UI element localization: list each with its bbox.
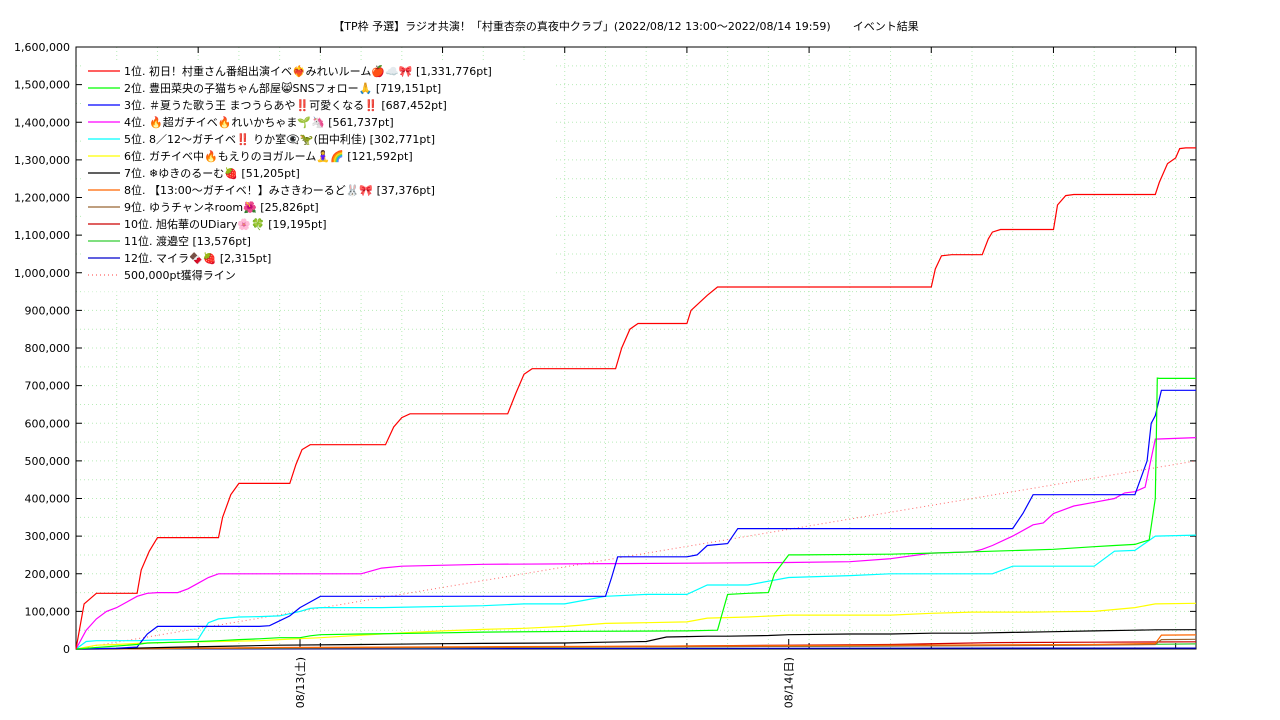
- y-tick-label: 0: [63, 643, 70, 656]
- y-tick-label: 1,400,000: [14, 116, 70, 129]
- y-tick-label: 800,000: [25, 342, 71, 355]
- y-tick-label: 1,100,000: [14, 229, 70, 242]
- x-tick-label: 08/13(土): [294, 657, 307, 708]
- legend-label: 11位. 渡邉空 [13,576pt]: [124, 234, 251, 248]
- y-tick-label: 400,000: [25, 493, 71, 506]
- legend-label: 5位. 8／12～ガチイベ‼️ りか室👁️‍🗨️🦖(田中利佳) [302,771…: [124, 132, 435, 146]
- series-line: [75, 147, 1196, 650]
- y-tick-label: 600,000: [25, 417, 71, 430]
- series-line: [75, 389, 1196, 650]
- legend-label: 2位. 豊田菜央の子猫ちゃん部屋😸SNSフォロー🙏 [719,151pt]: [124, 81, 441, 95]
- series-line: [75, 602, 1197, 650]
- series-line: [75, 534, 1197, 650]
- y-tick-label: 1,300,000: [14, 154, 70, 167]
- legend-label: 7位. ❄ゆきのるーむ🍓 [51,205pt]: [124, 166, 300, 180]
- legend-label: 8位. 【13:00～ガチイベ！】みさきわーるど🐰🎀 [37,376pt]: [124, 183, 435, 197]
- y-tick-label: 1,000,000: [14, 267, 70, 280]
- y-tick-label: 300,000: [25, 530, 71, 543]
- series-line: [75, 377, 1196, 650]
- y-axis: 0 100,000 200,000 300,000 400,000 500,000 600,…: [14, 41, 1196, 656]
- y-tick-label: 200,000: [25, 568, 71, 581]
- legend-label: 1位. 初日！村重さん番組出演イベ❤️‍🔥みれいルーム🍎☁️🎀 [1,331,7…: [124, 64, 492, 78]
- legend-label: 500,000pt獲得ライン: [124, 269, 236, 282]
- legend-label: 4位. 🔥超ガチイベ🔥れいかちゃま🌱🦄 [561,737pt]: [124, 115, 394, 129]
- y-tick-label: 700,000: [25, 380, 71, 393]
- legend-label: 10位. 旭佑華のUDiary🌸🍀 [19,195pt]: [124, 217, 327, 231]
- y-tick-label: 900,000: [25, 304, 71, 317]
- chart-title: 【TP枠 予選】ラジオ共演！「村重杏奈の真夜中クラブ」(2022/08/12 1…: [333, 19, 918, 33]
- series-line: [75, 634, 1197, 650]
- y-tick-label: 1,500,000: [14, 79, 70, 92]
- series-line: [75, 629, 1197, 650]
- legend: 1位. 初日！村重さん番組出演イベ❤️‍🔥みれいルーム🍎☁️🎀 [1,331,7…: [84, 60, 556, 292]
- legend-label: 6位. ガチイベ中🔥もえりのヨガルーム🧘‍♀️🌈 [121,592pt]: [124, 149, 413, 163]
- legend-box: [84, 60, 556, 292]
- series-line: [75, 647, 1197, 650]
- series-layer: [75, 147, 1197, 650]
- legend-label: 9位. ゆうチャンネroom🌺 [25,826pt]: [124, 200, 319, 214]
- x-axis: 08/13(土) 08/14(日): [75, 47, 1177, 708]
- y-tick-label: 1,600,000: [14, 41, 70, 54]
- legend-label: 12位. マイラ🍫🍓 [2,315pt]: [124, 251, 271, 265]
- y-tick-label: 500,000: [25, 455, 71, 468]
- legend-label: 3位. ＃夏うた歌う王 まつうらあや‼️可愛くなる‼️ [687,452pt]: [124, 98, 447, 112]
- series-line: [75, 437, 1197, 650]
- y-tick-label: 100,000: [25, 605, 71, 618]
- x-tick-label: 08/14(日): [783, 657, 796, 708]
- y-tick-label: 1,200,000: [14, 192, 70, 205]
